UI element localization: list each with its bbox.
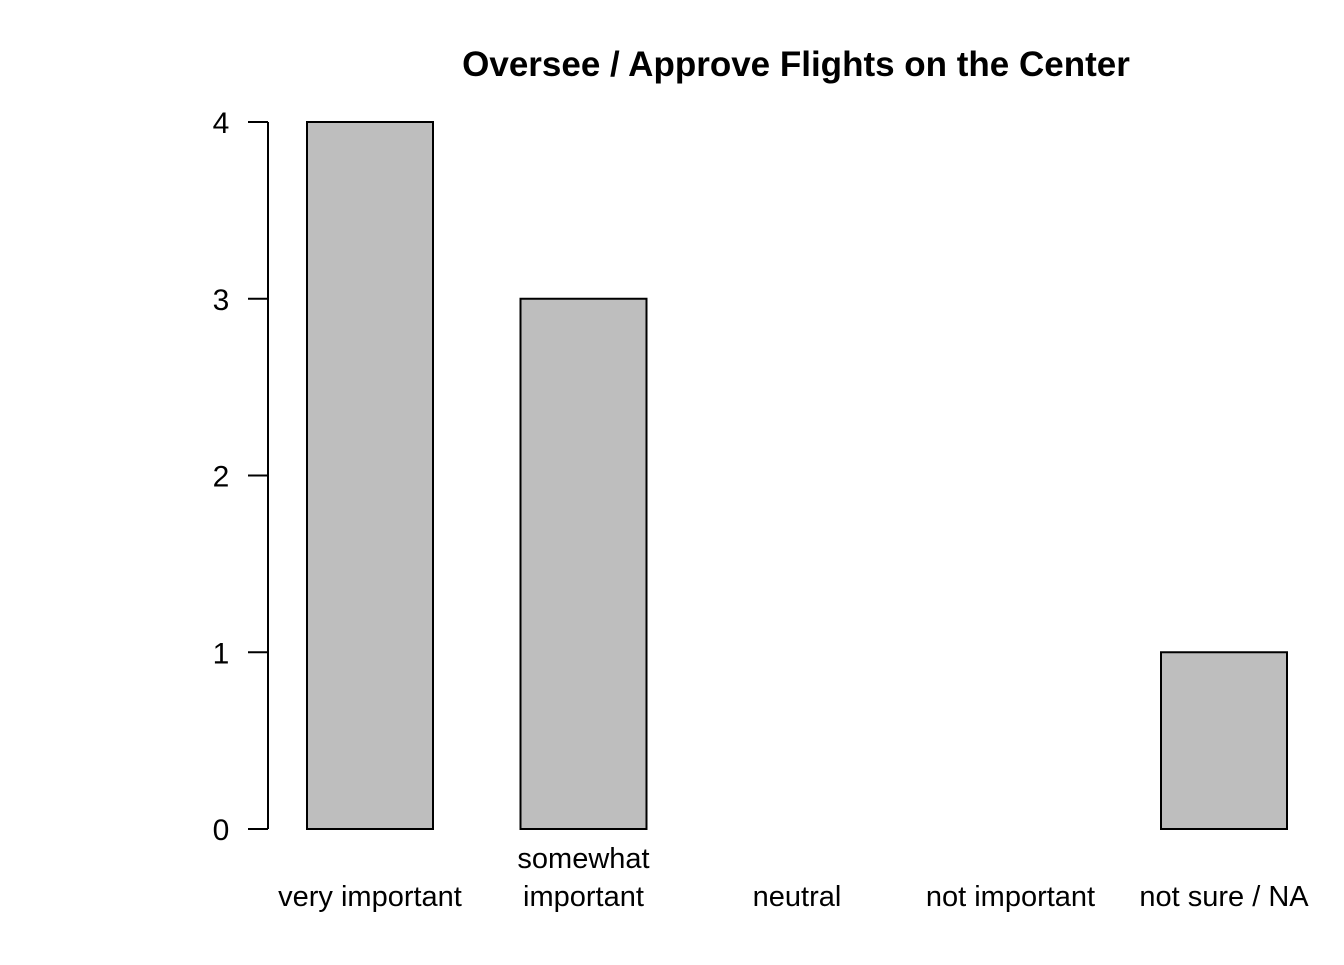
- chart-title: Oversee / Approve Flights on the Center: [462, 45, 1130, 84]
- x-tick-label-0: very important: [278, 881, 462, 913]
- bar-0: [306, 121, 434, 830]
- y-tick-label-3: 3: [213, 284, 230, 317]
- y-tick-label-0: 0: [213, 814, 230, 847]
- x-tick-label-3: not important: [926, 881, 1095, 913]
- bars: [306, 121, 1288, 830]
- x-tick-label-2: neutral: [753, 881, 842, 913]
- x-tick-label-1: somewhat important: [517, 843, 649, 913]
- x-tick-label-4: not sure / NA: [1139, 881, 1309, 913]
- y-tick-label-4: 4: [213, 107, 230, 140]
- x-axis-labels: very important somewhat important neutral no…: [278, 843, 1309, 913]
- y-axis: 0 1 2 3 4: [213, 107, 269, 847]
- bar-1: [519, 297, 648, 830]
- y-tick-label-2: 2: [213, 461, 230, 494]
- bar-4: [1160, 651, 1288, 830]
- y-tick-label-1: 1: [213, 637, 230, 670]
